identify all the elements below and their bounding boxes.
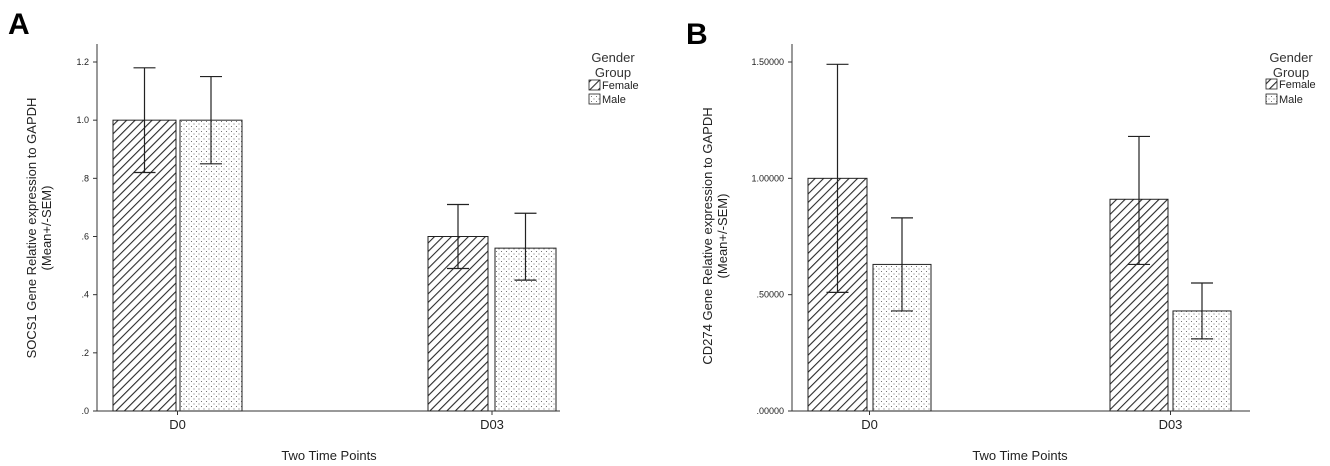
bar-male-d0 — [179, 119, 243, 412]
panel-b: B CD274 Gene Relative expression to GAPD… — [686, 18, 1316, 463]
y-tick-label: .50000 — [756, 290, 784, 300]
y-tick-label: .4 — [81, 290, 89, 300]
x-axis-title: Two Time Points — [281, 448, 377, 463]
legend-title-line1: Gender — [591, 50, 635, 65]
y-tick-label: .8 — [81, 173, 89, 183]
y-axis-title-line1: CD274 Gene Relative expression to GAPDH — [700, 107, 715, 364]
panel-label: B — [686, 18, 708, 51]
legend-label-male: Male — [1279, 94, 1303, 106]
x-category-label: D0 — [861, 417, 878, 432]
y-tick-label: 1.2 — [76, 57, 89, 67]
x-category-label: D03 — [480, 417, 504, 432]
y-tick-label: 1.00000 — [751, 173, 784, 183]
y-axis-title-line2: (Mean+/-SEM) — [39, 186, 54, 271]
legend-label-male: Male — [602, 94, 626, 106]
panel-label: A — [8, 8, 30, 41]
panel-a: A SOCS1 Gene Relative expression to GAPD… — [8, 8, 639, 463]
legend-swatch-female — [588, 79, 601, 91]
y-tick-label: 1.0 — [76, 115, 89, 125]
y-axis-title-line2: (Mean+/-SEM) — [715, 194, 730, 279]
legend-title-line2: Group — [1273, 65, 1309, 80]
y-tick-label: .0 — [81, 406, 89, 416]
bar-male-d03 — [1172, 310, 1232, 412]
legend-label-female: Female — [602, 80, 639, 92]
x-category-label: D03 — [1159, 417, 1183, 432]
y-tick-label: 1.50000 — [751, 57, 784, 67]
y-tick-label: .6 — [81, 232, 89, 242]
legend-swatch-male — [588, 93, 601, 105]
y-tick-label: .00000 — [756, 406, 784, 416]
legend-title-line2: Group — [595, 65, 631, 80]
y-tick-label: .2 — [81, 348, 89, 358]
x-axis-title: Two Time Points — [972, 448, 1068, 463]
legend-swatch-female — [1265, 78, 1278, 90]
bar-female-d03 — [427, 236, 489, 412]
y-axis-title-line1: SOCS1 Gene Relative expression to GAPDH — [24, 98, 39, 359]
legend-label-female: Female — [1279, 79, 1316, 91]
legend-title-line1: Gender — [1269, 50, 1313, 65]
legend-swatch-male — [1265, 93, 1278, 105]
x-category-label: D0 — [169, 417, 186, 432]
